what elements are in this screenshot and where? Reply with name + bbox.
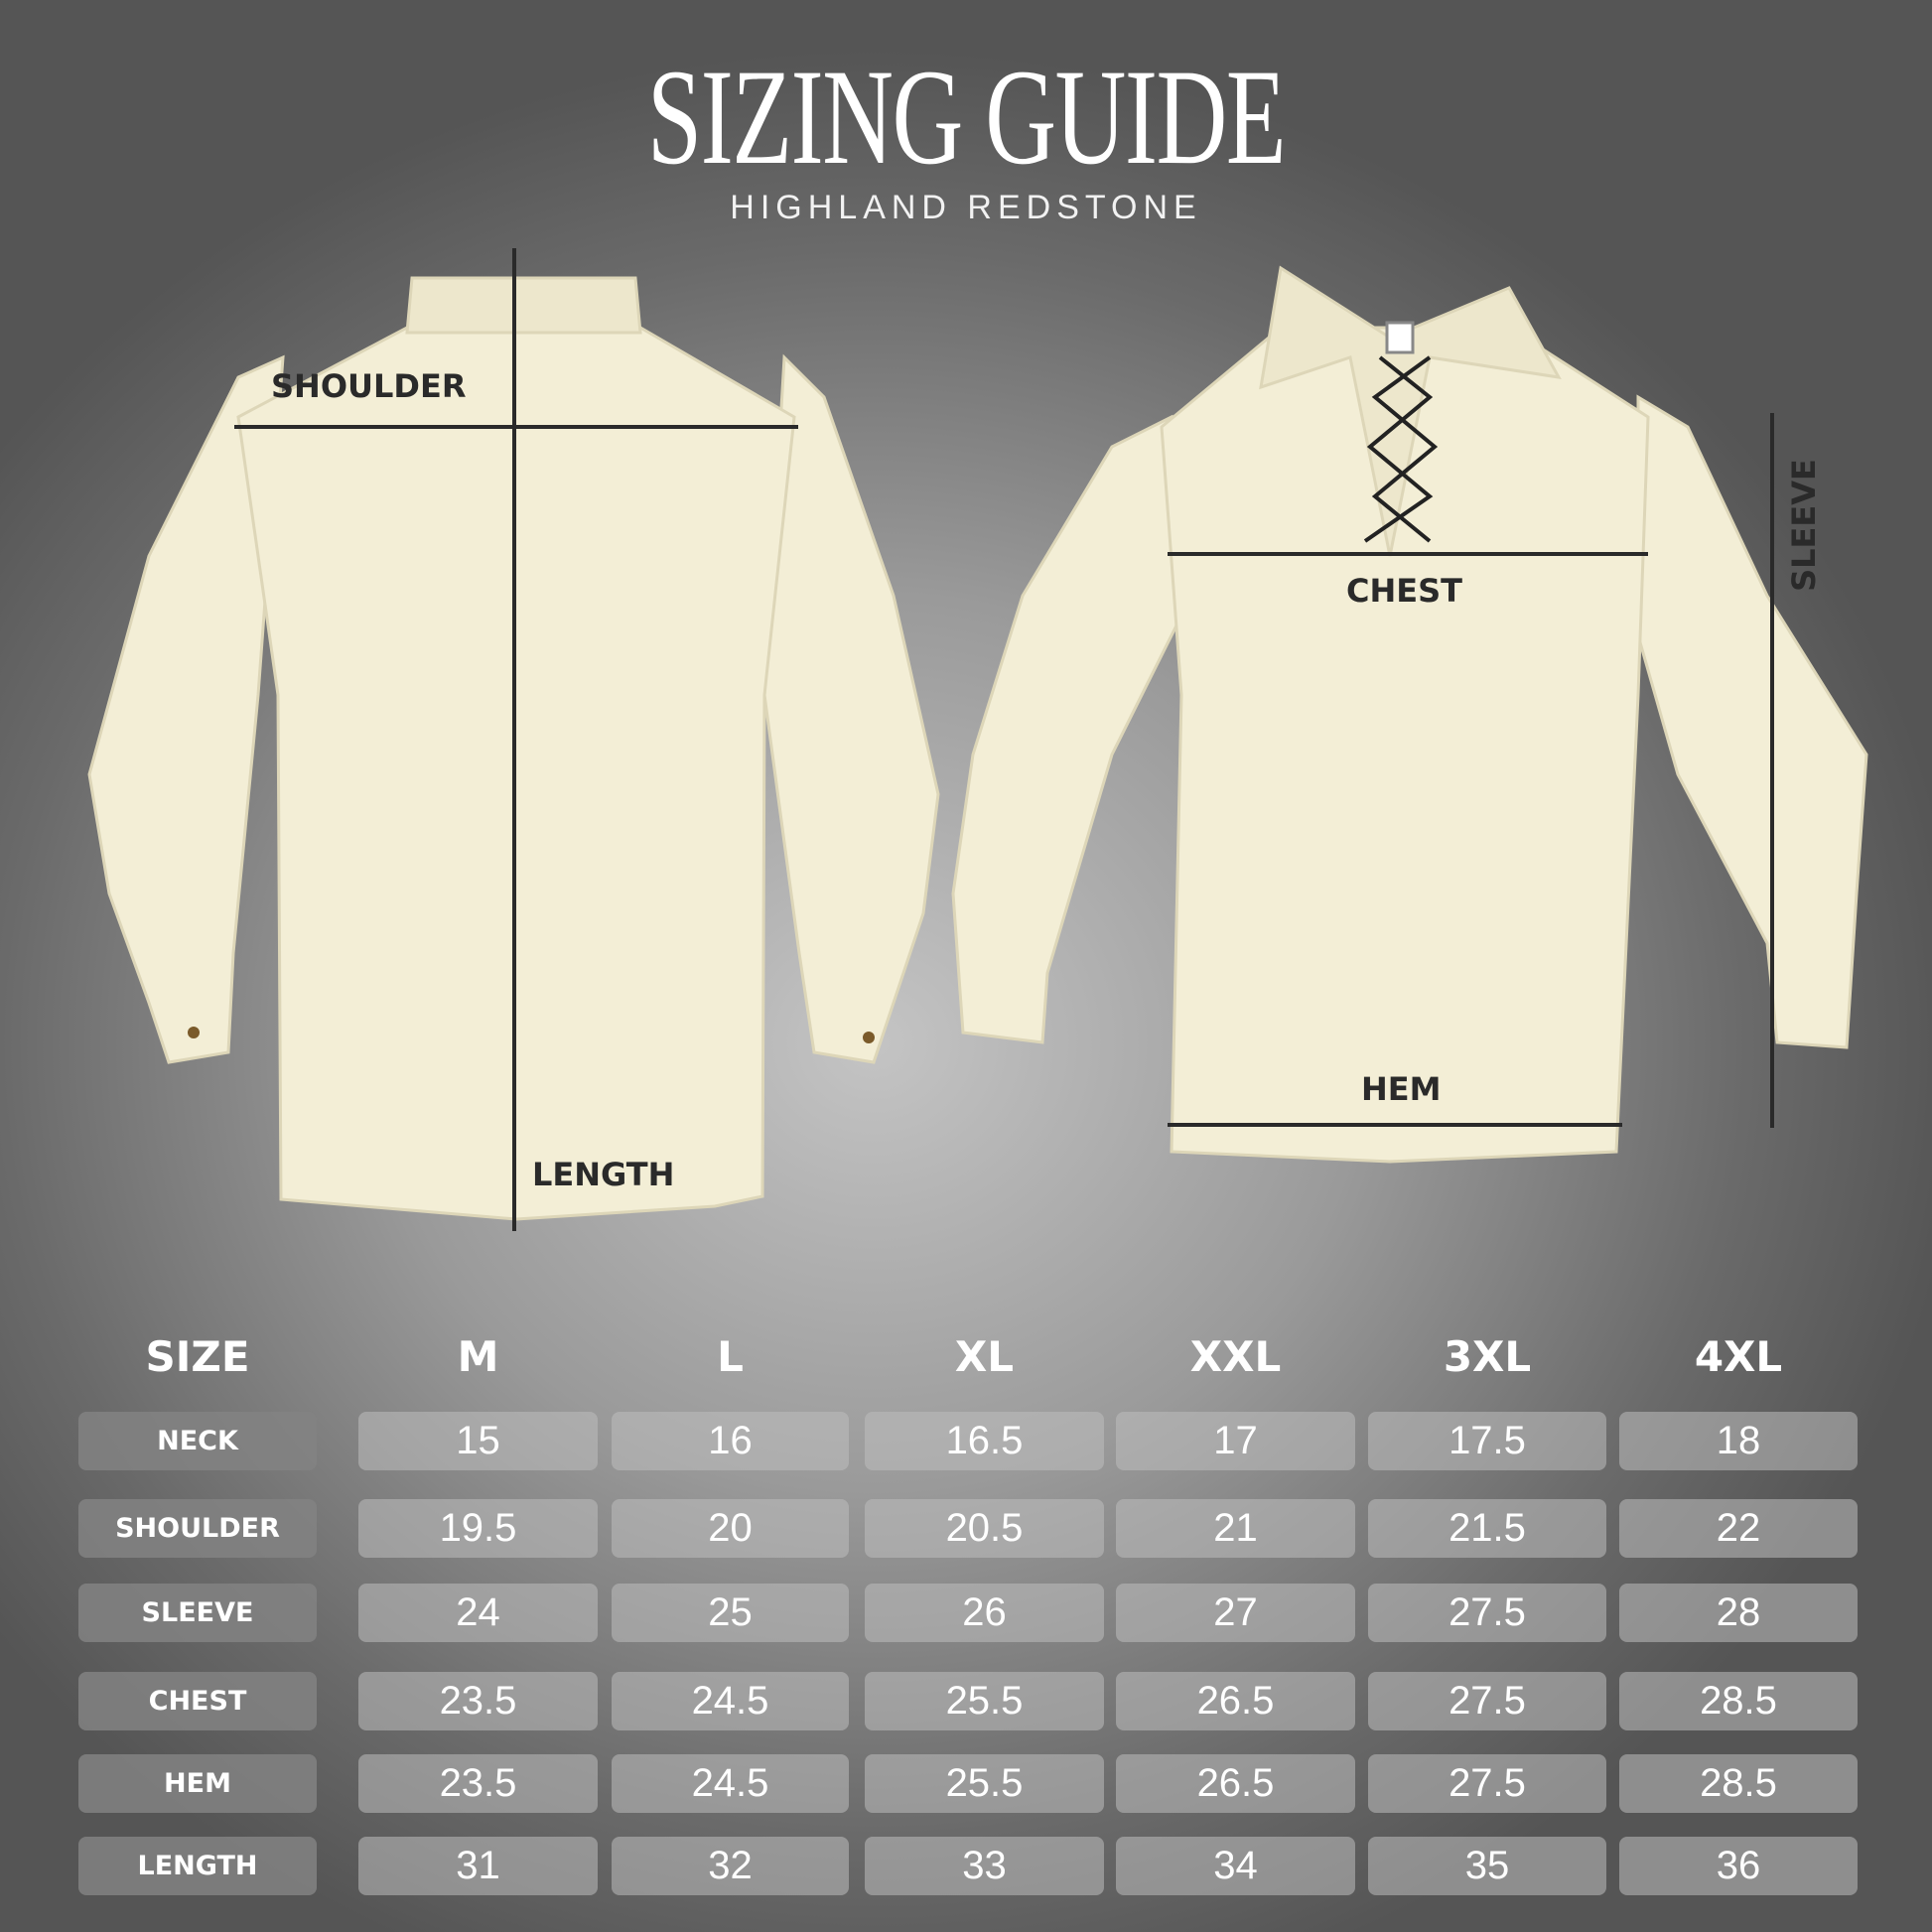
table-cell: 34 bbox=[1116, 1837, 1355, 1895]
table-cell: 20.5 bbox=[865, 1499, 1104, 1558]
table-cell: 25 bbox=[612, 1584, 849, 1642]
table-cell: 25.5 bbox=[865, 1754, 1104, 1813]
table-cell: 27.5 bbox=[1368, 1584, 1606, 1642]
size-column-header: 3XL bbox=[1443, 1331, 1532, 1381]
front-shirt-body bbox=[1160, 326, 1650, 1164]
measure-lines bbox=[234, 248, 1774, 1231]
table-cell: 24.5 bbox=[612, 1672, 849, 1730]
table-cell: 24.5 bbox=[612, 1754, 849, 1813]
front-shirt-image bbox=[951, 265, 1868, 1164]
row-label: SHOULDER bbox=[78, 1499, 317, 1558]
hem-label: HEM bbox=[1361, 1070, 1442, 1108]
cuff-button bbox=[188, 1027, 200, 1038]
row-label: LENGTH bbox=[78, 1837, 317, 1895]
size-column-header: L bbox=[717, 1331, 744, 1381]
row-label: SLEEVE bbox=[78, 1584, 317, 1642]
size-column-header: XXL bbox=[1189, 1331, 1282, 1381]
table-cell: 36 bbox=[1619, 1837, 1858, 1895]
table-cell: 17 bbox=[1116, 1412, 1355, 1470]
lacing-icon bbox=[1363, 355, 1439, 543]
table-cell: 28.5 bbox=[1619, 1754, 1858, 1813]
front-shirt-left-sleeve bbox=[951, 414, 1183, 1044]
table-cell: 19.5 bbox=[358, 1499, 598, 1558]
back-shirt-left-sleeve bbox=[87, 354, 285, 1064]
table-cell: 26.5 bbox=[1116, 1754, 1355, 1813]
table-cell: 23.5 bbox=[358, 1754, 598, 1813]
table-cell: 31 bbox=[358, 1837, 598, 1895]
row-label: NECK bbox=[78, 1412, 317, 1470]
chest-label: CHEST bbox=[1346, 572, 1462, 610]
table-cell: 28.5 bbox=[1619, 1672, 1858, 1730]
table-cell: 27.5 bbox=[1368, 1672, 1606, 1730]
brand-tag bbox=[1385, 321, 1415, 354]
table-cell: 26 bbox=[865, 1584, 1104, 1642]
back-shirt-right-sleeve bbox=[762, 353, 940, 1064]
table-cell: 25.5 bbox=[865, 1672, 1104, 1730]
table-cell: 20 bbox=[612, 1499, 849, 1558]
table-cell: 15 bbox=[358, 1412, 598, 1470]
row-label: CHEST bbox=[78, 1672, 317, 1730]
sleeve-label: SLEEVE bbox=[1784, 459, 1823, 592]
table-cell: 17.5 bbox=[1368, 1412, 1606, 1470]
table-cell: 26.5 bbox=[1116, 1672, 1355, 1730]
table-cell: 27 bbox=[1116, 1584, 1355, 1642]
table-cell: 22 bbox=[1619, 1499, 1858, 1558]
length-label: LENGTH bbox=[532, 1156, 675, 1193]
front-shirt-right-sleeve bbox=[1636, 394, 1868, 1049]
row-label: HEM bbox=[78, 1754, 317, 1813]
table-cell: 21 bbox=[1116, 1499, 1355, 1558]
table-cell: 27.5 bbox=[1368, 1754, 1606, 1813]
cuff-button bbox=[863, 1032, 875, 1043]
size-header: SIZE bbox=[145, 1331, 250, 1381]
table-cell: 23.5 bbox=[358, 1672, 598, 1730]
table-cell: 24 bbox=[358, 1584, 598, 1642]
size-column-header: XL bbox=[954, 1331, 1015, 1381]
table-cell: 16.5 bbox=[865, 1412, 1104, 1470]
table-cell: 18 bbox=[1619, 1412, 1858, 1470]
brand-subtitle: HIGHLAND REDSTONE bbox=[730, 189, 1202, 226]
table-cell: 16 bbox=[612, 1412, 849, 1470]
back-shirt-collar bbox=[405, 276, 642, 335]
table-cell: 33 bbox=[865, 1837, 1104, 1895]
table-cell: 32 bbox=[612, 1837, 849, 1895]
page-title: SIZING GUIDE bbox=[646, 41, 1287, 193]
size-column-header: 4XL bbox=[1694, 1331, 1783, 1381]
table-cell: 35 bbox=[1368, 1837, 1606, 1895]
size-column-header: M bbox=[457, 1331, 499, 1381]
shoulder-label: SHOULDER bbox=[271, 367, 467, 405]
table-cell: 28 bbox=[1619, 1584, 1858, 1642]
table-cell: 21.5 bbox=[1368, 1499, 1606, 1558]
